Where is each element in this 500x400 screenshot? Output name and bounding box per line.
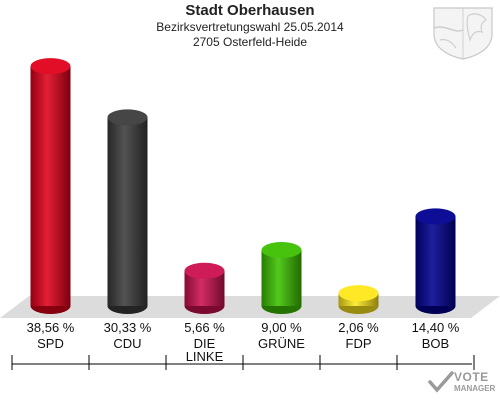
bar-cdu [107, 109, 148, 314]
category-label-die-linke: DIE LINKE [186, 336, 224, 364]
value-label-die-linke: 5,66 % [184, 320, 225, 335]
category-label-bob: BOB [422, 336, 449, 351]
chart-title: Stadt Oberhausen [185, 2, 315, 19]
bar-fdp [338, 285, 379, 314]
coat-of-arms-icon [433, 7, 493, 60]
bar-grune [261, 242, 302, 314]
category-label-cdu: CDU [113, 336, 141, 351]
value-label-fdp: 2,06 % [338, 320, 379, 335]
bar-bob [415, 208, 456, 314]
ticks-layer [11, 355, 475, 370]
logo-text-manager: MANAGER [454, 384, 496, 393]
logo-text-vote: VOTE [454, 370, 489, 384]
category-label-fdp: FDP [346, 336, 372, 351]
bars-layer [30, 58, 456, 314]
chart-district: 2705 Osterfeld-Heide [192, 35, 308, 49]
checkmark-icon [428, 371, 454, 393]
value-label-cdu: 30,33 % [104, 320, 152, 335]
value-label-grune: 9,00 % [261, 320, 302, 335]
value-label-spd: 38,56 % [27, 320, 75, 335]
vote-manager-logo: VOTE MANAGER [428, 368, 498, 398]
chart-subtitle: Bezirksvertretungswahl 25.05.2014 [156, 20, 344, 34]
category-labels-layer: SPD CDU DIE LINKE GRÜNE FDP BOB [37, 336, 449, 364]
value-label-bob: 14,40 % [412, 320, 460, 335]
category-label-spd: SPD [37, 336, 64, 351]
category-label-grune: GRÜNE [258, 336, 305, 351]
chart-header: Stadt Oberhausen Bezirksvertretungswahl … [0, 2, 500, 50]
bar-spd [30, 58, 71, 314]
value-labels-layer: 38,56 % 30,33 % 5,66 % 9,00 % 2,06 % 14,40 % [27, 320, 460, 335]
bar-die-linke [184, 262, 225, 314]
